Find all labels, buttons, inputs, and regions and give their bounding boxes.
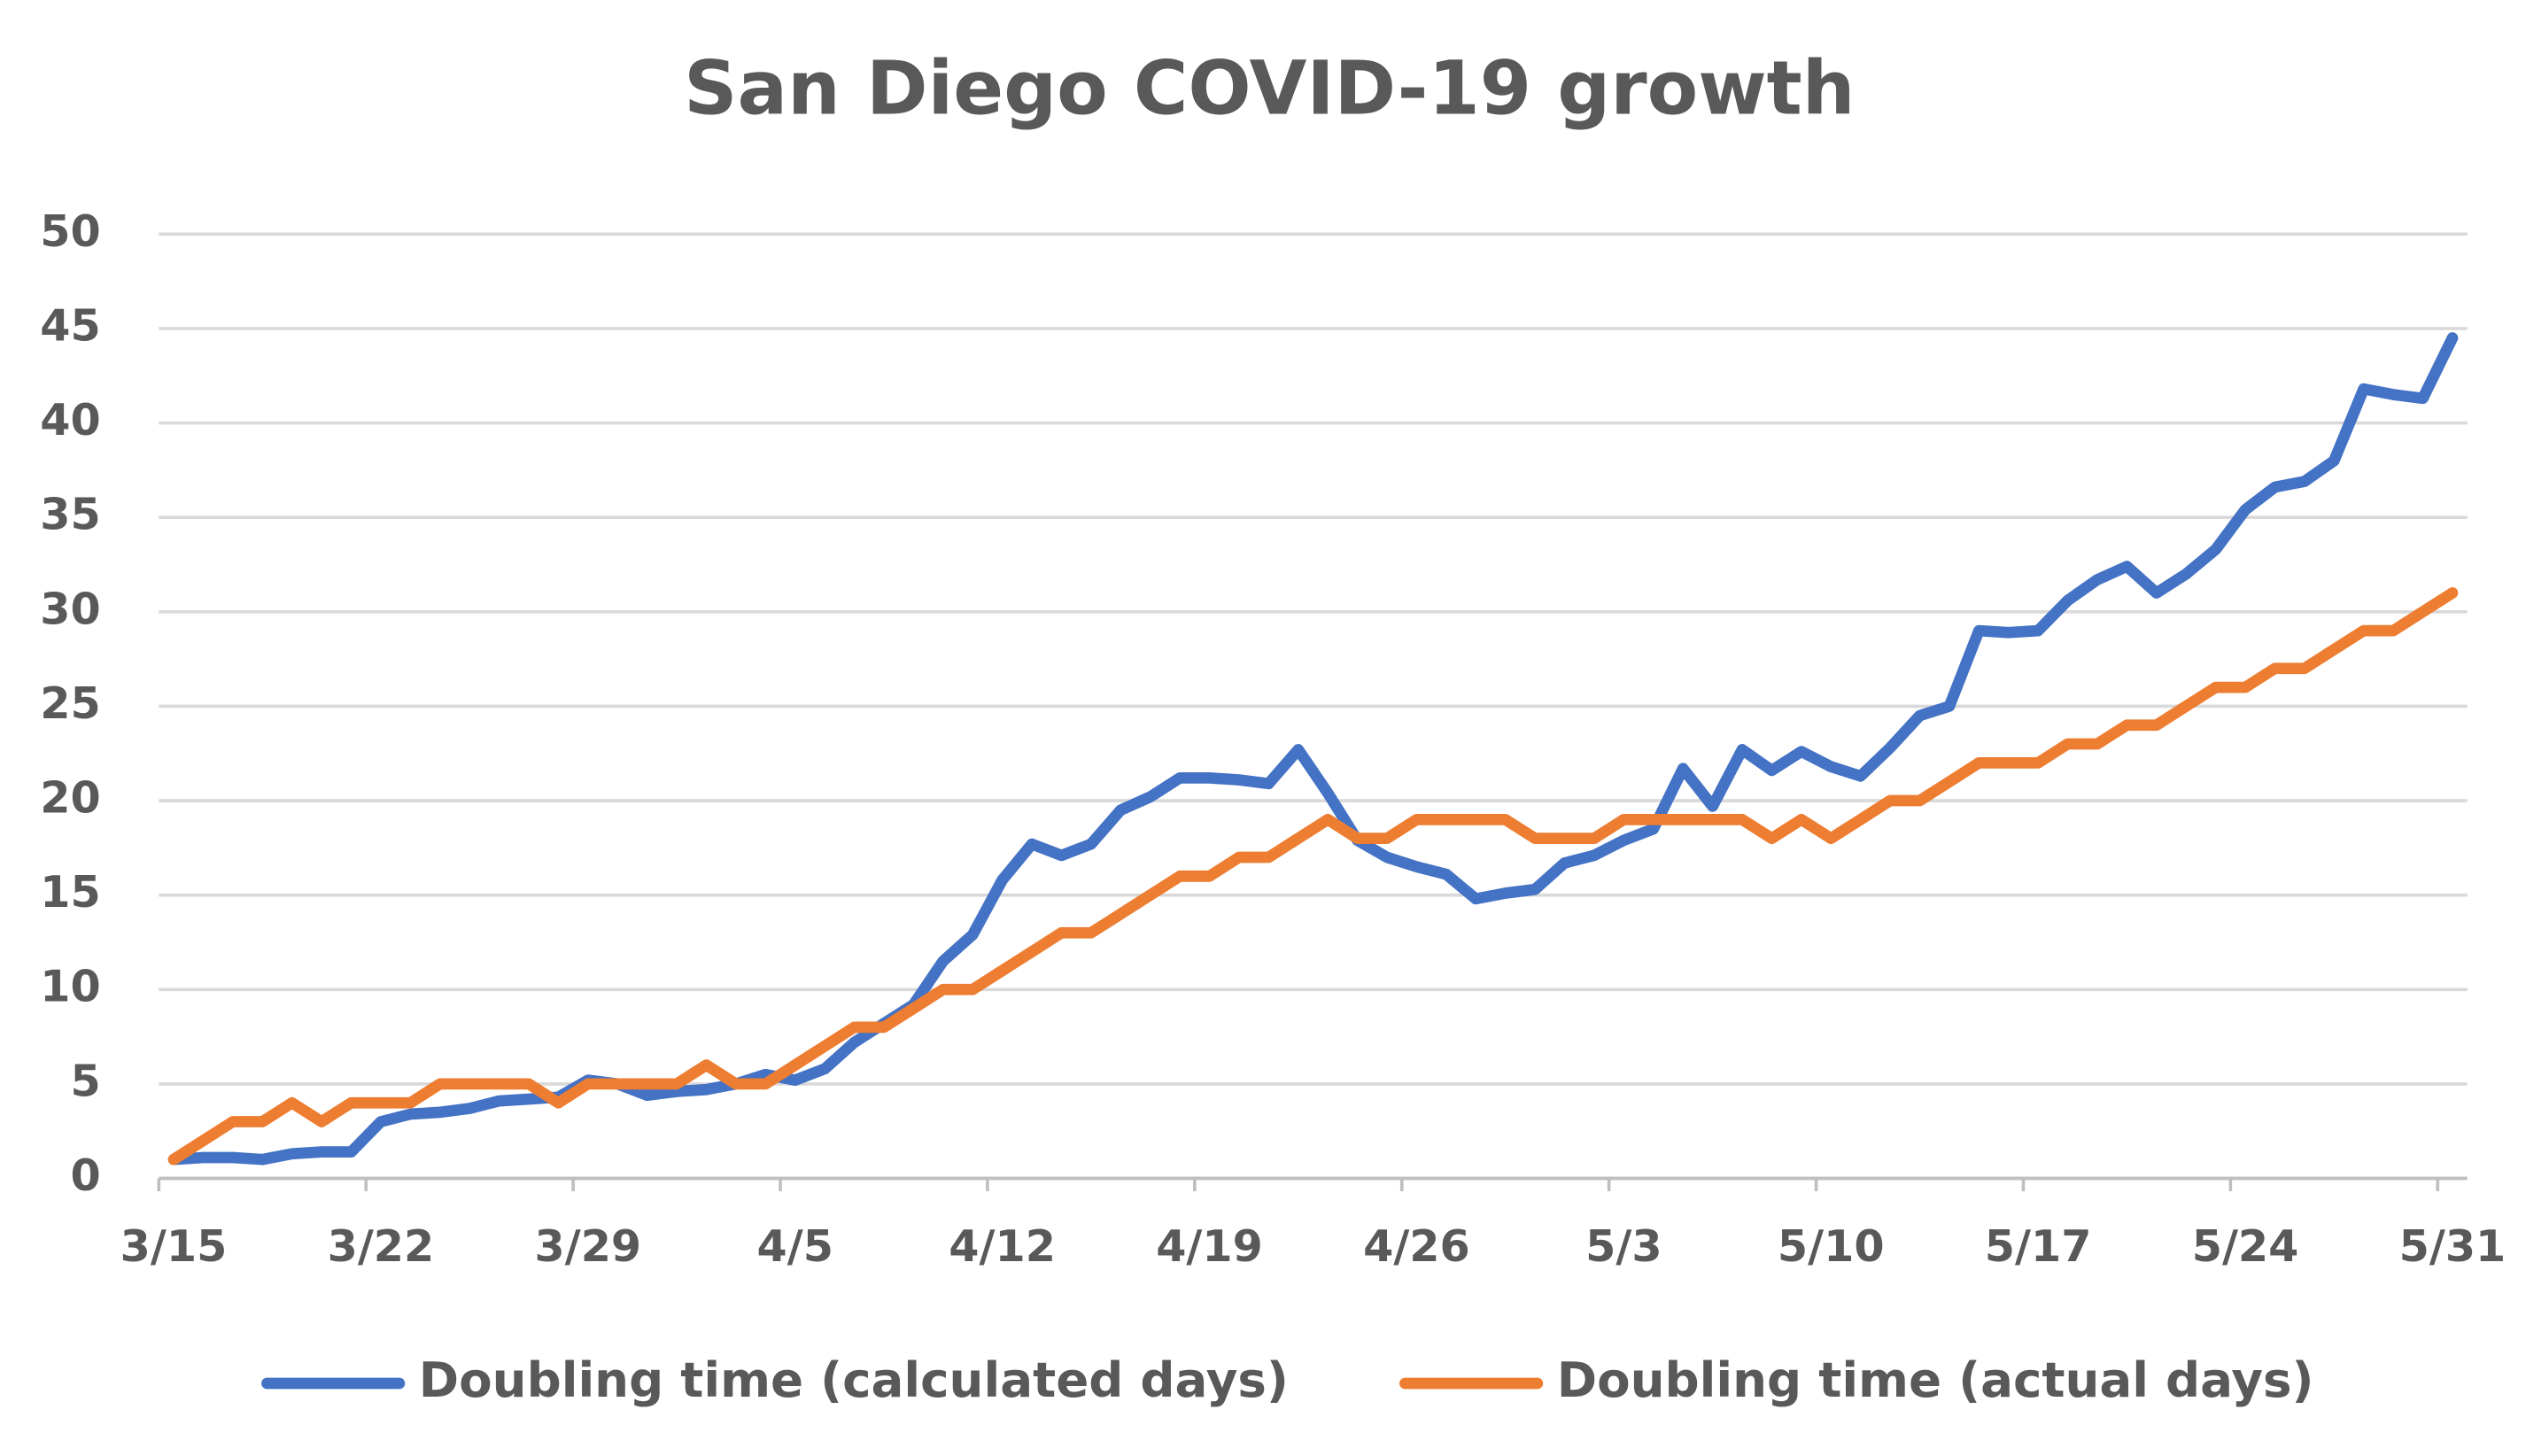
- x-tick-label: 4/12: [949, 1220, 1056, 1272]
- x-tick-label: 5/24: [2192, 1220, 2299, 1272]
- x-tick-label: 5/31: [2399, 1220, 2507, 1272]
- y-tick-label: 0: [70, 1150, 100, 1201]
- x-tick-label: 5/3: [1585, 1220, 1662, 1272]
- x-tick-label: 4/5: [757, 1220, 833, 1272]
- y-tick-label: 20: [40, 772, 100, 824]
- line-series: [167, 587, 2459, 1166]
- chart-title: San Diego COVID-19 growth: [684, 45, 1855, 132]
- x-tick-label: 4/26: [1363, 1220, 1470, 1272]
- legend-label: Doubling time (actual days): [1557, 1351, 2314, 1408]
- y-tick-label: 35: [40, 489, 100, 540]
- x-tick-label: 5/10: [1778, 1220, 1885, 1272]
- y-tick-label: 50: [40, 205, 100, 257]
- x-tick-label: 3/29: [534, 1220, 641, 1272]
- y-tick-label: 15: [40, 866, 100, 918]
- y-tick-label: 10: [40, 961, 100, 1012]
- legend-label: Doubling time (calculated days): [419, 1351, 1289, 1408]
- y-tick-label: 45: [40, 299, 100, 351]
- y-tick-label: 25: [40, 678, 100, 729]
- y-tick-label: 30: [40, 583, 100, 634]
- x-tick-label: 3/22: [328, 1220, 435, 1272]
- x-tick-label: 4/19: [1156, 1220, 1263, 1272]
- line-series: [167, 332, 2459, 1166]
- x-tick-label: 3/15: [120, 1220, 228, 1272]
- x-tick-label: 5/17: [1985, 1220, 2092, 1272]
- y-tick-label: 5: [70, 1055, 100, 1106]
- y-tick-label: 40: [40, 394, 100, 445]
